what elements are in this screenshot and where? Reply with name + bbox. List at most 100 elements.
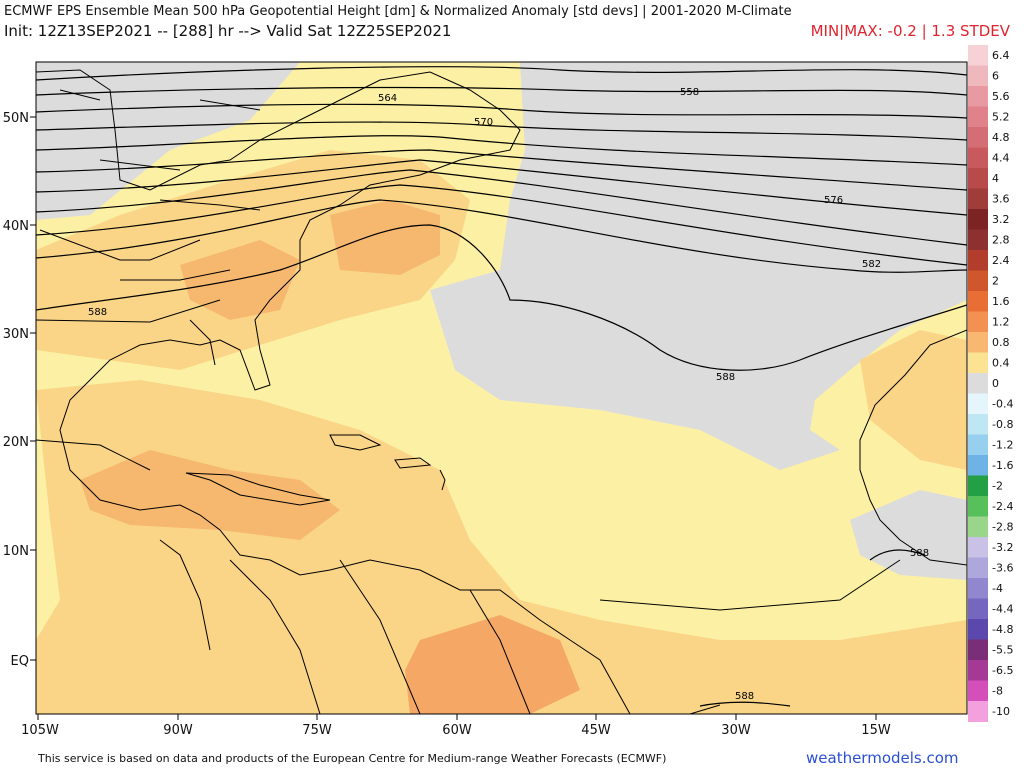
contour-label-558: 558 (680, 87, 699, 98)
colorbar-swatch (968, 168, 988, 189)
lat-label-eq: EQ (11, 654, 29, 669)
contour-label-582: 582 (862, 259, 881, 270)
contour-label-564: 564 (378, 93, 397, 104)
colorbar-label: -3.2 (992, 541, 1013, 554)
min-max-readout: MIN|MAX: -0.2 | 1.3 STDEV (810, 22, 1010, 40)
anomaly-max-offshore-us (330, 200, 440, 275)
lat-label-30n: 30N (3, 327, 29, 342)
colorbar-label: 2 (992, 275, 999, 288)
brand-link[interactable]: weathermodels.com (806, 749, 959, 767)
ecmwf-notice: This service is based on data and produc… (38, 752, 667, 765)
colorbar-label: 6 (992, 70, 999, 83)
colorbar-label: -3.6 (992, 562, 1013, 575)
contour-label-570: 570 (474, 117, 493, 128)
colorbar-label: 4.8 (992, 131, 1010, 144)
lon-label-60w: 60W (442, 723, 472, 738)
lon-label-90w: 90W (163, 723, 193, 738)
lon-label-105w: 105W (21, 723, 59, 738)
coastlines (36, 69, 967, 714)
colorbar-swatch (968, 291, 988, 312)
colorbar-label: -0.8 (992, 418, 1013, 431)
colorbar-label: 3.6 (992, 193, 1010, 206)
colorbar-label: -4 (992, 582, 1003, 595)
colorbar-label: -1.6 (992, 459, 1013, 472)
colorbar-label: 0.8 (992, 336, 1010, 349)
colorbar-swatch (968, 660, 988, 681)
contour-label-588-central: 588 (716, 372, 735, 383)
map-title: ECMWF EPS Ensemble Mean 500 hPa Geopoten… (4, 4, 792, 19)
colorbar-label: -4.8 (992, 623, 1013, 636)
colorbar-swatch (968, 209, 988, 230)
colorbar-label: 1.2 (992, 316, 1010, 329)
colorbar-label: -2.8 (992, 521, 1013, 534)
colorbar-swatch (968, 537, 988, 558)
init-valid-line: Init: 12Z13SEP2021 -- [288] hr --> Valid… (4, 22, 452, 40)
colorbar-label: 6.4 (992, 49, 1010, 62)
colorbar-swatch (968, 86, 988, 107)
anomaly-gray-north-atlantic (430, 62, 967, 470)
colorbar-swatch (968, 475, 988, 497)
colorbar-swatch (968, 65, 988, 87)
lon-label-30w: 30W (721, 723, 751, 738)
lon-label-45w: 45W (581, 723, 611, 738)
colorbar-swatch (968, 45, 988, 66)
colorbar-label: 2.4 (992, 254, 1010, 267)
latitude-axis: 50N 40N 30N 20N 10N EQ (3, 111, 36, 669)
colorbar-label: -6.5 (992, 664, 1013, 677)
colorbar-swatch (968, 496, 988, 517)
colorbar-swatch (968, 639, 988, 661)
colorbar-label: 0.4 (992, 357, 1010, 370)
contour-label-group: 564 570 558 576 582 588 588 588 588 (88, 87, 929, 702)
colorbar-label: 3.2 (992, 213, 1010, 226)
contour-label-588-africa: 588 (910, 548, 929, 559)
colorbar-swatch (968, 455, 988, 476)
colorbar-swatch (968, 516, 988, 538)
anomaly-gray-northwest (36, 62, 300, 220)
anomaly-max-caribbean (80, 450, 340, 540)
longitude-axis: 105W 90W 75W 60W 45W 30W 15W (21, 714, 891, 738)
colorbar-swatch (968, 701, 988, 722)
colorbar-swatch (968, 414, 988, 435)
colorbar-swatch (968, 188, 988, 210)
anomaly-orange-northwest-africa (860, 330, 967, 470)
colorbar-swatch (968, 250, 988, 271)
colorbar-swatch (968, 373, 988, 394)
colorbar-label: 4.4 (992, 152, 1010, 165)
colorbar-swatch (968, 106, 988, 128)
lat-label-50n: 50N (3, 111, 29, 126)
colorbar-label: 0 (992, 377, 999, 390)
colorbar-swatch (968, 270, 988, 292)
colorbar-label: 1.6 (992, 295, 1010, 308)
lat-label-40n: 40N (3, 219, 29, 234)
colorbar-swatch (968, 434, 988, 456)
colorbar-label: -10 (992, 705, 1010, 718)
colorbar-swatch (968, 393, 988, 415)
colorbar-label: 5.2 (992, 111, 1010, 124)
colorbar-swatch (968, 557, 988, 579)
anomaly-orange-tropics (36, 380, 967, 714)
colorbar-label: -2.4 (992, 500, 1013, 513)
colorbar-label: -8 (992, 685, 1003, 698)
colorbar-label: -0.4 (992, 398, 1013, 411)
colorbar-label: -5.5 (992, 644, 1013, 657)
lat-label-10n: 10N (3, 544, 29, 559)
lon-label-75w: 75W (302, 723, 332, 738)
colorbar-label: -4.4 (992, 603, 1013, 616)
colorbar-label: -1.2 (992, 439, 1013, 452)
colorbar-swatch (968, 352, 988, 374)
contour-label-588-south: 588 (735, 691, 754, 702)
colorbar-label: 5.6 (992, 90, 1010, 103)
colorbar-label: -2 (992, 480, 1003, 493)
colorbar-swatch (968, 127, 988, 148)
colorbar-label: 2.8 (992, 234, 1010, 247)
colorbar-swatch (968, 578, 988, 599)
anomaly-max-south-america (405, 615, 580, 714)
colorbar-swatch (968, 147, 988, 169)
colorbar-swatch (968, 619, 988, 640)
contour-label-588-west: 588 (88, 307, 107, 318)
contour-label-576: 576 (824, 195, 843, 206)
colorbar-swatch (968, 311, 988, 333)
map-frame (35, 61, 968, 715)
colorbar-swatch (968, 680, 988, 702)
